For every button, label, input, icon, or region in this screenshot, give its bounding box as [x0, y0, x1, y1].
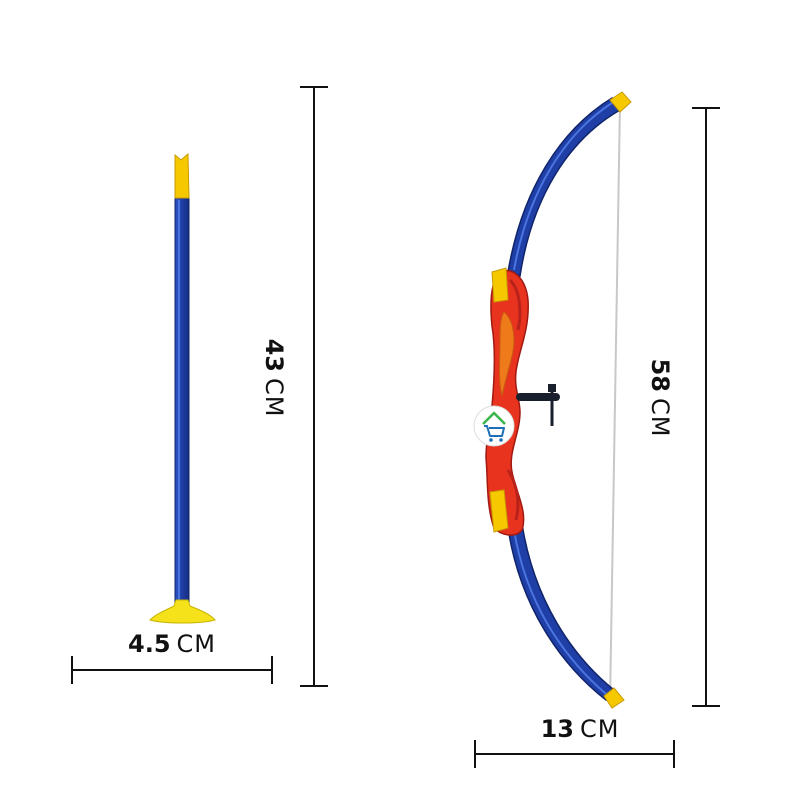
bow-depth-dimension: 13 CM — [474, 715, 675, 768]
arrow-width-dimension: 4.5 CM — [71, 630, 273, 684]
riser-upper-block — [491, 267, 509, 303]
suction-cup — [149, 599, 216, 624]
bow-string — [609, 101, 621, 704]
cart-house-icon — [473, 405, 515, 447]
svg-text:4.5CM: 4.5 CM — [128, 630, 216, 658]
arrow — [149, 152, 216, 624]
riser — [485, 269, 529, 536]
svg-text:43CM: 43 CM — [260, 339, 288, 418]
riser-grip — [499, 311, 515, 397]
arrow-length-value: 43 — [260, 339, 288, 372]
bow-depth-unit: CM — [580, 715, 619, 743]
bow-height-unit: CM — [646, 398, 674, 437]
bow-depth-value: 13 — [541, 715, 574, 743]
bow-height-dimension: 58 CM — [646, 107, 720, 707]
svg-text:58CM: 58 CM — [646, 359, 674, 438]
bow — [473, 91, 632, 709]
upper-limb — [507, 96, 622, 277]
lower-limb — [507, 523, 616, 702]
arrow-width-value: 4.5 — [128, 630, 171, 658]
bow-height-value: 58 — [646, 359, 674, 392]
lower-limb-tip — [603, 687, 625, 709]
arrow-rest-icon — [516, 384, 560, 426]
riser-lower-block — [489, 489, 509, 533]
arrow-nock — [174, 152, 190, 199]
arrow-length-unit: CM — [260, 378, 288, 417]
upper-limb-tip — [609, 91, 632, 113]
arrow-width-unit: CM — [177, 630, 216, 658]
arrow-length-dimension: 43 CM — [260, 86, 328, 687]
arrow-shaft — [174, 195, 190, 605]
